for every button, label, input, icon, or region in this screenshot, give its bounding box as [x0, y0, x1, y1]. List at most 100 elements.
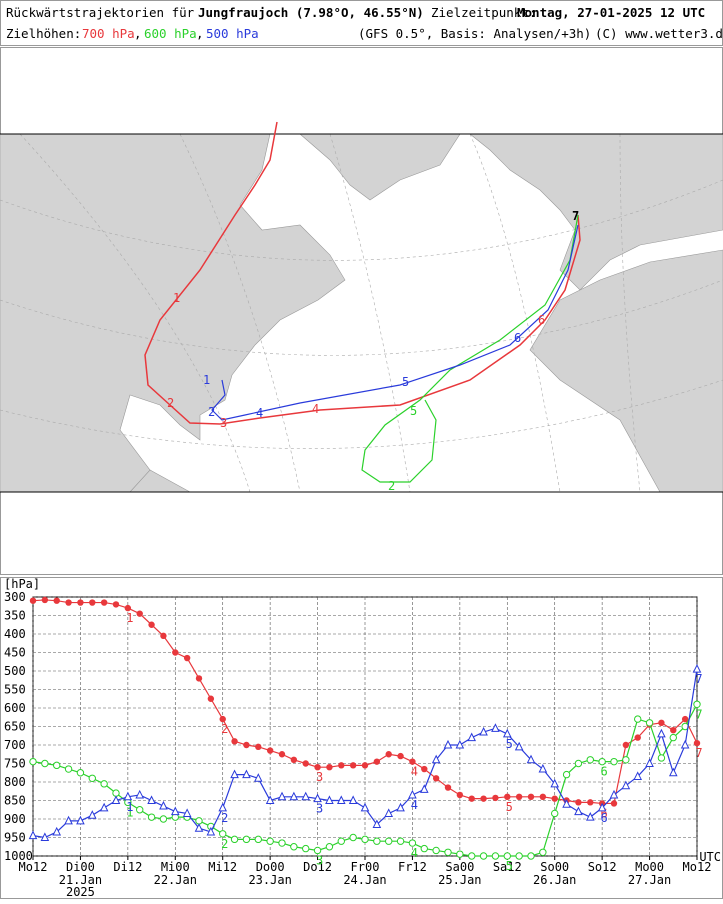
point [586, 756, 594, 764]
point [408, 839, 417, 847]
x-tick-label: Mi12 [208, 860, 237, 874]
point [265, 795, 275, 804]
x-tick-label: Mi00 [161, 860, 190, 874]
title-prefix: Rückwärtstrajektorien für [6, 5, 195, 20]
point [289, 791, 299, 801]
point [53, 761, 61, 770]
map-label: 4 [312, 402, 319, 416]
target-value: Montag, 27-01-2025 12 UTC [517, 5, 705, 20]
point [230, 835, 239, 844]
point [266, 747, 274, 754]
point [539, 793, 547, 800]
point [53, 597, 60, 604]
x-tick-label: Sa12 [493, 860, 522, 874]
point [349, 762, 357, 769]
point [64, 815, 73, 825]
y-tick-label: 500 [4, 664, 26, 678]
point [444, 848, 452, 856]
point [314, 764, 321, 771]
point [148, 621, 155, 628]
point [338, 762, 345, 769]
point [657, 728, 666, 738]
map-label: 7 [572, 209, 579, 223]
map-label: 2 [167, 396, 174, 410]
map-label: 2 [208, 405, 215, 419]
map-label: 2 [388, 479, 395, 493]
level-500: 500 hPa [206, 26, 259, 41]
point [278, 751, 286, 758]
point [491, 723, 500, 732]
level-700: 700 hPa [82, 26, 135, 41]
point-label: 2 [221, 837, 228, 851]
point-label: 7 [695, 707, 702, 721]
point [597, 802, 607, 812]
point [408, 789, 417, 799]
y-tick-label: 800 [4, 775, 26, 789]
point-label: 5 [506, 800, 513, 814]
point [325, 795, 334, 804]
point-label: 5 [506, 859, 513, 873]
point [313, 846, 322, 855]
point [277, 791, 287, 801]
point [670, 727, 677, 734]
point [633, 771, 643, 780]
x-unit: UTC [699, 850, 721, 864]
point [87, 810, 97, 819]
point [147, 795, 156, 804]
point [609, 789, 619, 799]
point [242, 835, 251, 844]
point-label: 3 [316, 802, 323, 816]
point [254, 835, 262, 844]
copyright: (C) www.wetter3.de [595, 26, 723, 41]
y-tick-label: 700 [4, 738, 26, 752]
x-tick-label: Mo12 [683, 860, 712, 874]
point [41, 596, 49, 604]
point [455, 739, 465, 749]
x-tick-label: Fr12 [398, 860, 427, 874]
date-label: 25.Jan [438, 873, 481, 887]
point [64, 765, 73, 773]
header-box [0, 0, 723, 46]
point [502, 728, 512, 738]
point-label: 5 [506, 737, 513, 751]
point [479, 852, 488, 860]
point-label: 2 [221, 811, 228, 825]
point [28, 830, 38, 840]
point [41, 759, 49, 768]
point [301, 791, 311, 801]
point [515, 852, 523, 860]
point [360, 802, 370, 812]
sep: , [134, 26, 142, 41]
point [349, 833, 357, 842]
point [147, 813, 156, 821]
point [491, 852, 500, 860]
point [562, 799, 571, 808]
point [373, 837, 381, 845]
x-tick-label: Fr00 [351, 860, 380, 874]
point [242, 769, 251, 779]
point [479, 726, 488, 736]
point [255, 743, 262, 751]
series: 1 2 3 4 5 6 7 [29, 700, 703, 873]
point-label: 7 [695, 746, 702, 760]
y-tick-label: 1000 [4, 849, 33, 863]
point [183, 654, 191, 662]
point [657, 754, 666, 762]
point-label: 6 [601, 765, 608, 779]
point [610, 757, 618, 766]
point [135, 789, 145, 799]
point [325, 843, 334, 851]
year-label: 2025 [66, 885, 95, 899]
point-label: 6 [601, 811, 608, 825]
y-tick-label: 900 [4, 812, 26, 826]
point [645, 719, 654, 727]
point-label: 1 [126, 805, 133, 819]
x-tick-label: So12 [588, 860, 617, 874]
x-tick-label: Di12 [113, 860, 142, 874]
point [622, 756, 630, 764]
level-600: 600 hPa [144, 26, 197, 41]
y-tick-label: 850 [4, 794, 26, 808]
map-label: 5 [402, 375, 409, 389]
point-label: 7 [695, 672, 702, 686]
point [76, 815, 85, 825]
